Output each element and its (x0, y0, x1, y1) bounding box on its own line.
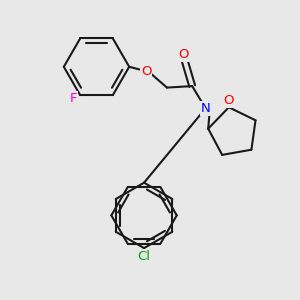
Text: O: O (178, 48, 188, 61)
Text: O: O (141, 65, 152, 78)
Text: F: F (70, 92, 77, 105)
Text: O: O (223, 94, 233, 107)
Text: N: N (201, 102, 211, 115)
Text: Cl: Cl (138, 250, 151, 263)
